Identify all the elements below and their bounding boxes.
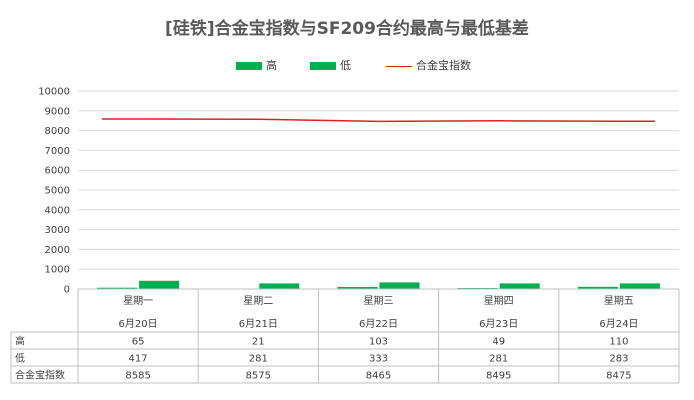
legend-item-high: 高 bbox=[236, 58, 277, 74]
legend: 高 低 合金宝指数 bbox=[0, 58, 694, 74]
y-tick-label-10: 10000 bbox=[38, 87, 70, 98]
y-tick-label-9: 9000 bbox=[45, 106, 70, 117]
y-tick-label-6: 6000 bbox=[45, 166, 70, 177]
legend-label-low: 低 bbox=[340, 59, 351, 72]
table-row-label-0: 高 bbox=[15, 335, 25, 348]
y-tick-label-2: 2000 bbox=[45, 245, 70, 256]
bar-low-4 bbox=[619, 283, 660, 289]
legend-swatch-high bbox=[236, 62, 262, 70]
legend-swatch-low bbox=[310, 62, 336, 70]
table-cell-2-2: 8465 bbox=[366, 371, 391, 382]
y-tick-label-1: 1000 bbox=[45, 265, 70, 276]
bar-high-0 bbox=[97, 287, 138, 289]
table-cell-0-3: 49 bbox=[492, 337, 505, 348]
y-tick-label-5: 5000 bbox=[45, 186, 70, 197]
table-row-label-1: 低 bbox=[15, 352, 25, 365]
y-tick-label-0: 0 bbox=[64, 285, 70, 296]
table-cell-1-0: 417 bbox=[129, 354, 148, 365]
table-cell-1-4: 283 bbox=[609, 354, 628, 365]
table-cell-2-4: 8475 bbox=[606, 371, 631, 382]
table-cell-0-2: 103 bbox=[369, 337, 388, 348]
table-cell-0-0: 65 bbox=[132, 337, 145, 348]
legend-label-high: 高 bbox=[266, 59, 277, 72]
table-cell-1-3: 281 bbox=[489, 354, 508, 365]
legend-item-low: 低 bbox=[310, 58, 351, 74]
y-tick-label-4: 4000 bbox=[45, 205, 70, 216]
table-cell-2-0: 8585 bbox=[125, 371, 150, 382]
legend-item-index: 合金宝指数 bbox=[386, 58, 471, 74]
table-cell-2-1: 8575 bbox=[246, 371, 271, 382]
x-date-label-2: 6月22日 bbox=[359, 318, 398, 330]
x-category-label-1: 星期二 bbox=[243, 295, 273, 307]
table-cell-0-1: 21 bbox=[252, 337, 265, 348]
x-category-label-0: 星期一 bbox=[123, 295, 153, 307]
bar-low-2 bbox=[379, 282, 420, 289]
x-date-label-4: 6月24日 bbox=[599, 318, 638, 330]
bar-high-2 bbox=[337, 286, 378, 289]
y-tick-label-8: 8000 bbox=[45, 126, 70, 137]
x-date-label-3: 6月23日 bbox=[479, 318, 518, 330]
table-cell-2-3: 8495 bbox=[486, 371, 511, 382]
x-category-label-2: 星期三 bbox=[364, 295, 394, 307]
x-date-label-0: 6月20日 bbox=[119, 318, 158, 330]
legend-swatch-index bbox=[386, 65, 412, 67]
index-line bbox=[102, 118, 655, 123]
bar-low-1 bbox=[259, 283, 300, 289]
bar-low-0 bbox=[139, 280, 180, 289]
y-tick-label-3: 3000 bbox=[45, 225, 70, 236]
table-row-label-2: 合金宝指数 bbox=[15, 369, 65, 382]
table-cell-1-2: 333 bbox=[369, 354, 388, 365]
x-category-label-4: 星期五 bbox=[604, 295, 634, 307]
y-tick-label-7: 7000 bbox=[45, 146, 70, 157]
x-category-label-3: 星期四 bbox=[484, 295, 514, 307]
table-cell-1-1: 281 bbox=[249, 354, 268, 365]
table-cell-0-4: 110 bbox=[609, 337, 628, 348]
x-date-label-1: 6月21日 bbox=[239, 318, 278, 330]
bar-low-3 bbox=[499, 283, 540, 289]
legend-label-index: 合金宝指数 bbox=[416, 59, 471, 72]
chart-title: [硅铁]合金宝指数与SF209合约最高与最低基差 bbox=[165, 19, 529, 39]
bar-high-4 bbox=[577, 286, 618, 289]
